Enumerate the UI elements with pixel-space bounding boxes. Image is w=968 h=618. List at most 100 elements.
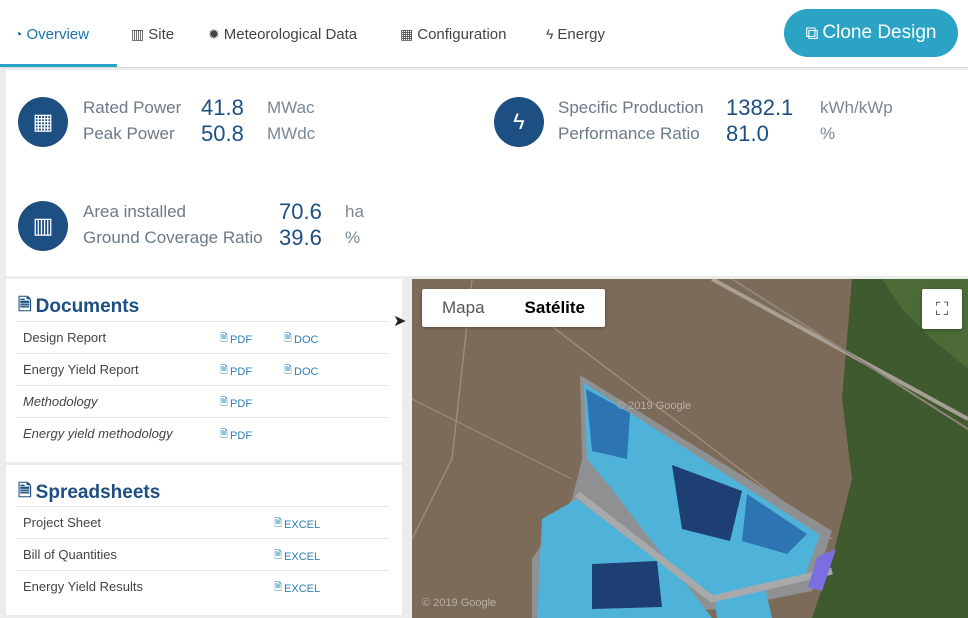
tab-label: Site [148,25,175,43]
tab-site[interactable]: ▥ Site [131,0,174,68]
active-tab-indicator [0,64,117,67]
tab-label: Configuration [417,25,507,43]
link-label: PDF [230,429,253,442]
tab-energy[interactable]: ϟ Energy [546,0,605,68]
fullscreen-icon: ⛶ [935,298,949,319]
link-label: EXCEL [284,582,321,595]
tab-label: Meteorological Data [223,25,358,43]
performance-ratio-label: Performance Ratio [558,124,700,143]
rated-power-unit: MWac [267,98,315,117]
tab-overview[interactable]: ◔ Overview [14,0,89,68]
document-row: Methodology 🗎 PDF [17,385,389,417]
peak-power-unit: MWdc [267,124,316,143]
area-installed-label: Area installed [83,202,187,221]
specific-production-value: 1382.1 [726,95,794,120]
sun-icon: ✹ [208,25,220,42]
pdf-file-icon: 🗎 [220,429,229,440]
gcr-value: 39.6 [279,225,322,250]
document-row: Energy Yield Report 🗎 PDF 🗎 DOC [17,353,389,385]
area-installed-value: 70.6 [279,199,322,224]
pv-array-dark [672,465,742,541]
rated-power-label: Rated Power [83,98,182,117]
gcr-label: Ground Coverage Ratio [83,228,263,247]
forest-area [812,279,968,618]
performance-ratio-value: 81.0 [726,121,769,146]
spreadsheet-name: Energy Yield Results [23,579,143,594]
fullscreen-button[interactable]: ⛶ [922,289,962,329]
map-icon: ▥ [131,25,145,42]
area-installed-unit: ha [345,202,364,221]
bolt-icon: ϟ [494,97,544,147]
site-map[interactable]: © 2019 Google © 2019 Google Mapa Satélit… [412,279,968,618]
excel-file-icon: 🗎 [274,582,283,593]
tab-configuration[interactable]: ▦ Configuration [400,0,506,68]
gcr-unit: % [345,228,361,247]
document-row: Design Report 🗎 PDF 🗎 DOC [17,321,389,353]
link-label: DOC [294,333,319,346]
energy-yield-report-pdf-link[interactable]: 🗎 PDF [220,363,252,380]
bill-of-quantities-excel-link[interactable]: 🗎 EXCEL [274,548,320,565]
map-type-satellite-button[interactable]: Satélite [524,298,586,317]
mouse-cursor-icon: ➤ [393,313,407,330]
spreadsheet-row: Bill of Quantities 🗎 EXCEL [17,538,389,570]
link-label: PDF [230,333,253,346]
excel-file-icon: 🗎 [18,481,32,500]
summary-stats: ▦ Rated Power 41.8 MWac Peak Power 50.8 … [6,70,968,276]
map-type-toggle: Mapa Satélite [422,289,606,327]
map-type-map-button[interactable]: Mapa [442,298,485,317]
word-file-icon: 🗎 [284,333,293,344]
link-label: PDF [230,365,253,378]
clone-design-button[interactable]: ⧉ Clone Design [784,9,958,57]
highway-road [711,279,968,421]
pdf-file-icon: 🗎 [220,333,229,344]
energy-yield-methodology-pdf-link[interactable]: 🗎 PDF [220,427,252,444]
project-sheet-excel-link[interactable]: 🗎 EXCEL [274,516,320,533]
highway-road [731,279,968,430]
copy-icon: ⧉ [805,22,819,43]
performance-ratio-unit: % [820,124,836,143]
map-icon: ▥ [18,201,68,251]
methodology-pdf-link[interactable]: 🗎 PDF [220,395,252,412]
spreadsheets-title-text: Spreadsheets [35,481,161,503]
pdf-file-icon: 🗎 [220,397,229,408]
peak-power-label: Peak Power [83,124,175,143]
document-row: Energy yield methodology 🗎 PDF [17,417,389,449]
tab-label: Energy [557,25,605,43]
pv-array-medium [586,389,630,459]
document-name: Methodology [23,394,98,409]
tab-label: Overview [26,25,89,43]
grid-icon: ▦ [400,25,414,42]
document-name: Energy yield methodology [23,426,173,441]
pv-array-medium [742,494,807,554]
specific-production-unit: kWh/kWp [820,98,893,117]
bolt-icon: ϟ [546,26,554,42]
design-report-doc-link[interactable]: 🗎 DOC [284,331,319,348]
excel-file-icon: 🗎 [274,550,283,561]
satellite-imagery: © 2019 Google © 2019 Google [412,279,968,618]
pv-array-dark [592,561,662,609]
map-watermark: © 2019 Google [422,597,496,609]
dirt-track [412,279,473,540]
documents-title-text: Documents [35,295,140,317]
design-report-pdf-link[interactable]: 🗎 PDF [220,331,252,348]
document-name: Design Report [23,330,107,345]
document-name: Energy Yield Report [23,362,139,377]
documents-title: 🗎 Documents [18,292,139,321]
link-label: EXCEL [284,550,321,563]
clone-design-label: Clone Design [822,22,937,43]
energy-yield-report-doc-link[interactable]: 🗎 DOC [284,363,319,380]
link-label: EXCEL [284,518,321,531]
top-nav: ◔ Overview ▥ Site ✹ Meteorological Data … [0,0,968,68]
spreadsheet-name: Bill of Quantities [23,547,117,562]
substation-area [808,549,836,591]
modules-icon: ▦ [18,97,68,147]
rated-power-value: 41.8 [201,95,244,120]
spreadsheet-name: Project Sheet [23,515,102,530]
energy-yield-results-excel-link[interactable]: 🗎 EXCEL [274,580,320,597]
documents-panel: 🗎 Documents Design Report 🗎 PDF 🗎 DOC Ener… [6,279,402,462]
pv-array-light [537,499,712,618]
tab-meteorological-data[interactable]: ✹ Meteorological Data [208,0,357,68]
pdf-file-icon: 🗎 [220,365,229,376]
map-watermark: © 2019 Google [617,400,691,412]
link-label: DOC [294,365,319,378]
